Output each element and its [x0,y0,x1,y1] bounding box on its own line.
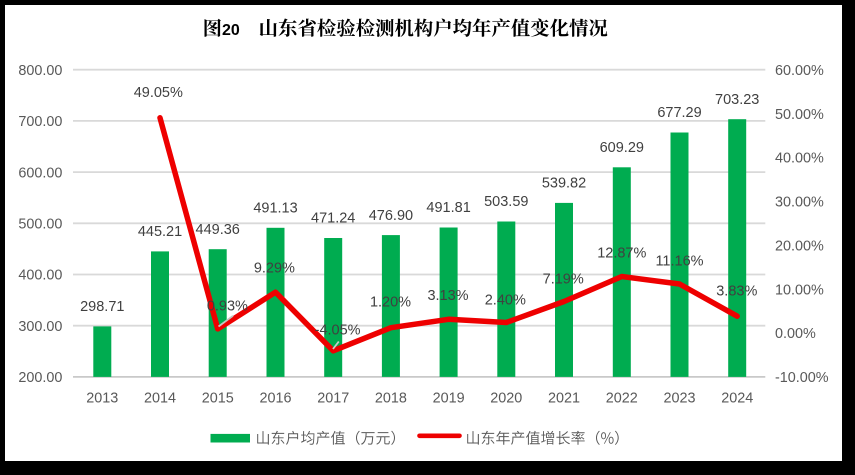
svg-text:50.00%: 50.00% [775,107,824,123]
svg-text:2016: 2016 [259,391,291,407]
svg-text:609.29: 609.29 [600,140,644,156]
svg-text:445.21: 445.21 [138,224,182,240]
svg-text:0.93%: 0.93% [207,299,248,315]
svg-text:30.00%: 30.00% [775,195,824,211]
svg-text:298.71: 298.71 [80,299,124,315]
svg-text:10.00%: 10.00% [775,282,824,298]
svg-text:491.13: 491.13 [253,201,297,217]
svg-text:2019: 2019 [433,391,465,407]
svg-text:-4.05%: -4.05% [315,322,361,338]
svg-text:2020: 2020 [490,391,522,407]
svg-text:2014: 2014 [144,391,176,407]
svg-text:3.83%: 3.83% [716,283,757,299]
svg-text:1.20%: 1.20% [370,294,411,310]
svg-text:491.81: 491.81 [426,200,470,216]
svg-text:20.00%: 20.00% [775,238,824,254]
svg-text:476.90: 476.90 [369,208,413,224]
svg-text:2023: 2023 [663,391,695,407]
svg-text:800.00: 800.00 [18,63,62,79]
svg-text:7.19%: 7.19% [543,271,584,287]
svg-text:449.36: 449.36 [196,222,240,238]
svg-text:200.00: 200.00 [18,370,62,386]
svg-text:2013: 2013 [86,391,118,407]
svg-text:11.16%: 11.16% [655,254,703,270]
svg-text:2018: 2018 [375,391,407,407]
svg-text:12.87%: 12.87% [597,246,646,262]
svg-text:20: 20 [222,22,240,39]
svg-text:9.29%: 9.29% [254,261,295,277]
svg-text:500.00: 500.00 [18,217,62,233]
svg-text:600.00: 600.00 [18,165,62,181]
svg-text:471.24: 471.24 [311,211,355,227]
svg-text:-10.00%: -10.00% [775,370,829,386]
svg-text:2.40%: 2.40% [485,292,526,308]
svg-text:703.23: 703.23 [715,92,759,108]
svg-text:539.82: 539.82 [542,176,586,192]
svg-text:677.29: 677.29 [657,105,701,121]
svg-text:60.00%: 60.00% [775,63,824,79]
svg-text:3.13%: 3.13% [427,288,468,304]
svg-text:400.00: 400.00 [18,268,62,284]
svg-text:2017: 2017 [317,391,349,407]
svg-text:49.05%: 49.05% [134,85,183,101]
svg-text:503.59: 503.59 [484,194,528,210]
svg-text:2015: 2015 [202,391,234,407]
svg-text:0.00%: 0.00% [775,326,816,342]
svg-text:40.00%: 40.00% [775,151,824,167]
svg-text:2024: 2024 [721,391,753,407]
svg-text:300.00: 300.00 [18,319,62,335]
svg-text:2021: 2021 [548,391,580,407]
svg-text:700.00: 700.00 [18,114,62,130]
svg-text:2022: 2022 [606,391,638,407]
